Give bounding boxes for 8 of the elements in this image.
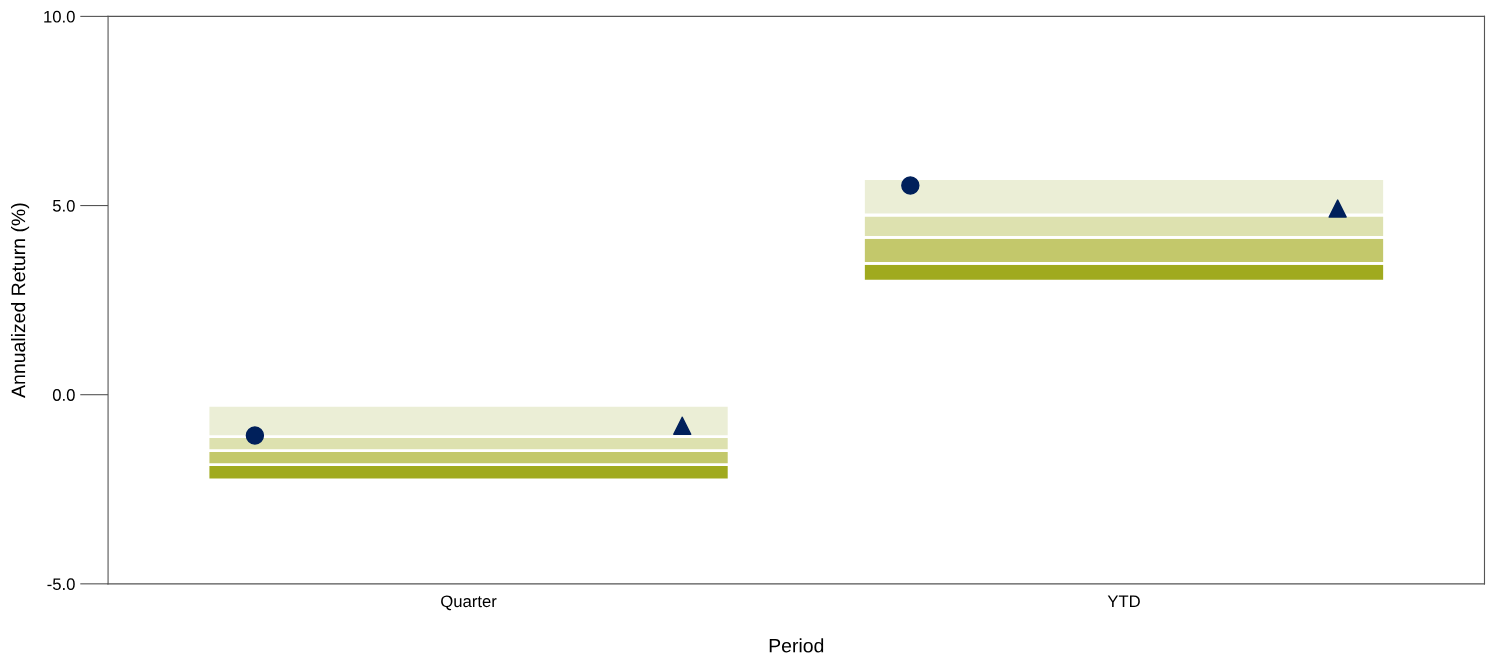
- y-tick-label: 10.0: [44, 10, 75, 23]
- x-axis-title: Period: [769, 638, 824, 653]
- y-tick-label: 0.0: [52, 389, 75, 401]
- y-tick-label: 5.0: [52, 199, 75, 212]
- y-axis-title: Annualized Return (%): [10, 203, 30, 398]
- x-tick-label: Quarter: [441, 595, 497, 611]
- x-tick-label: YTD: [1107, 595, 1140, 608]
- y-tick-label: -5.0: [47, 578, 75, 591]
